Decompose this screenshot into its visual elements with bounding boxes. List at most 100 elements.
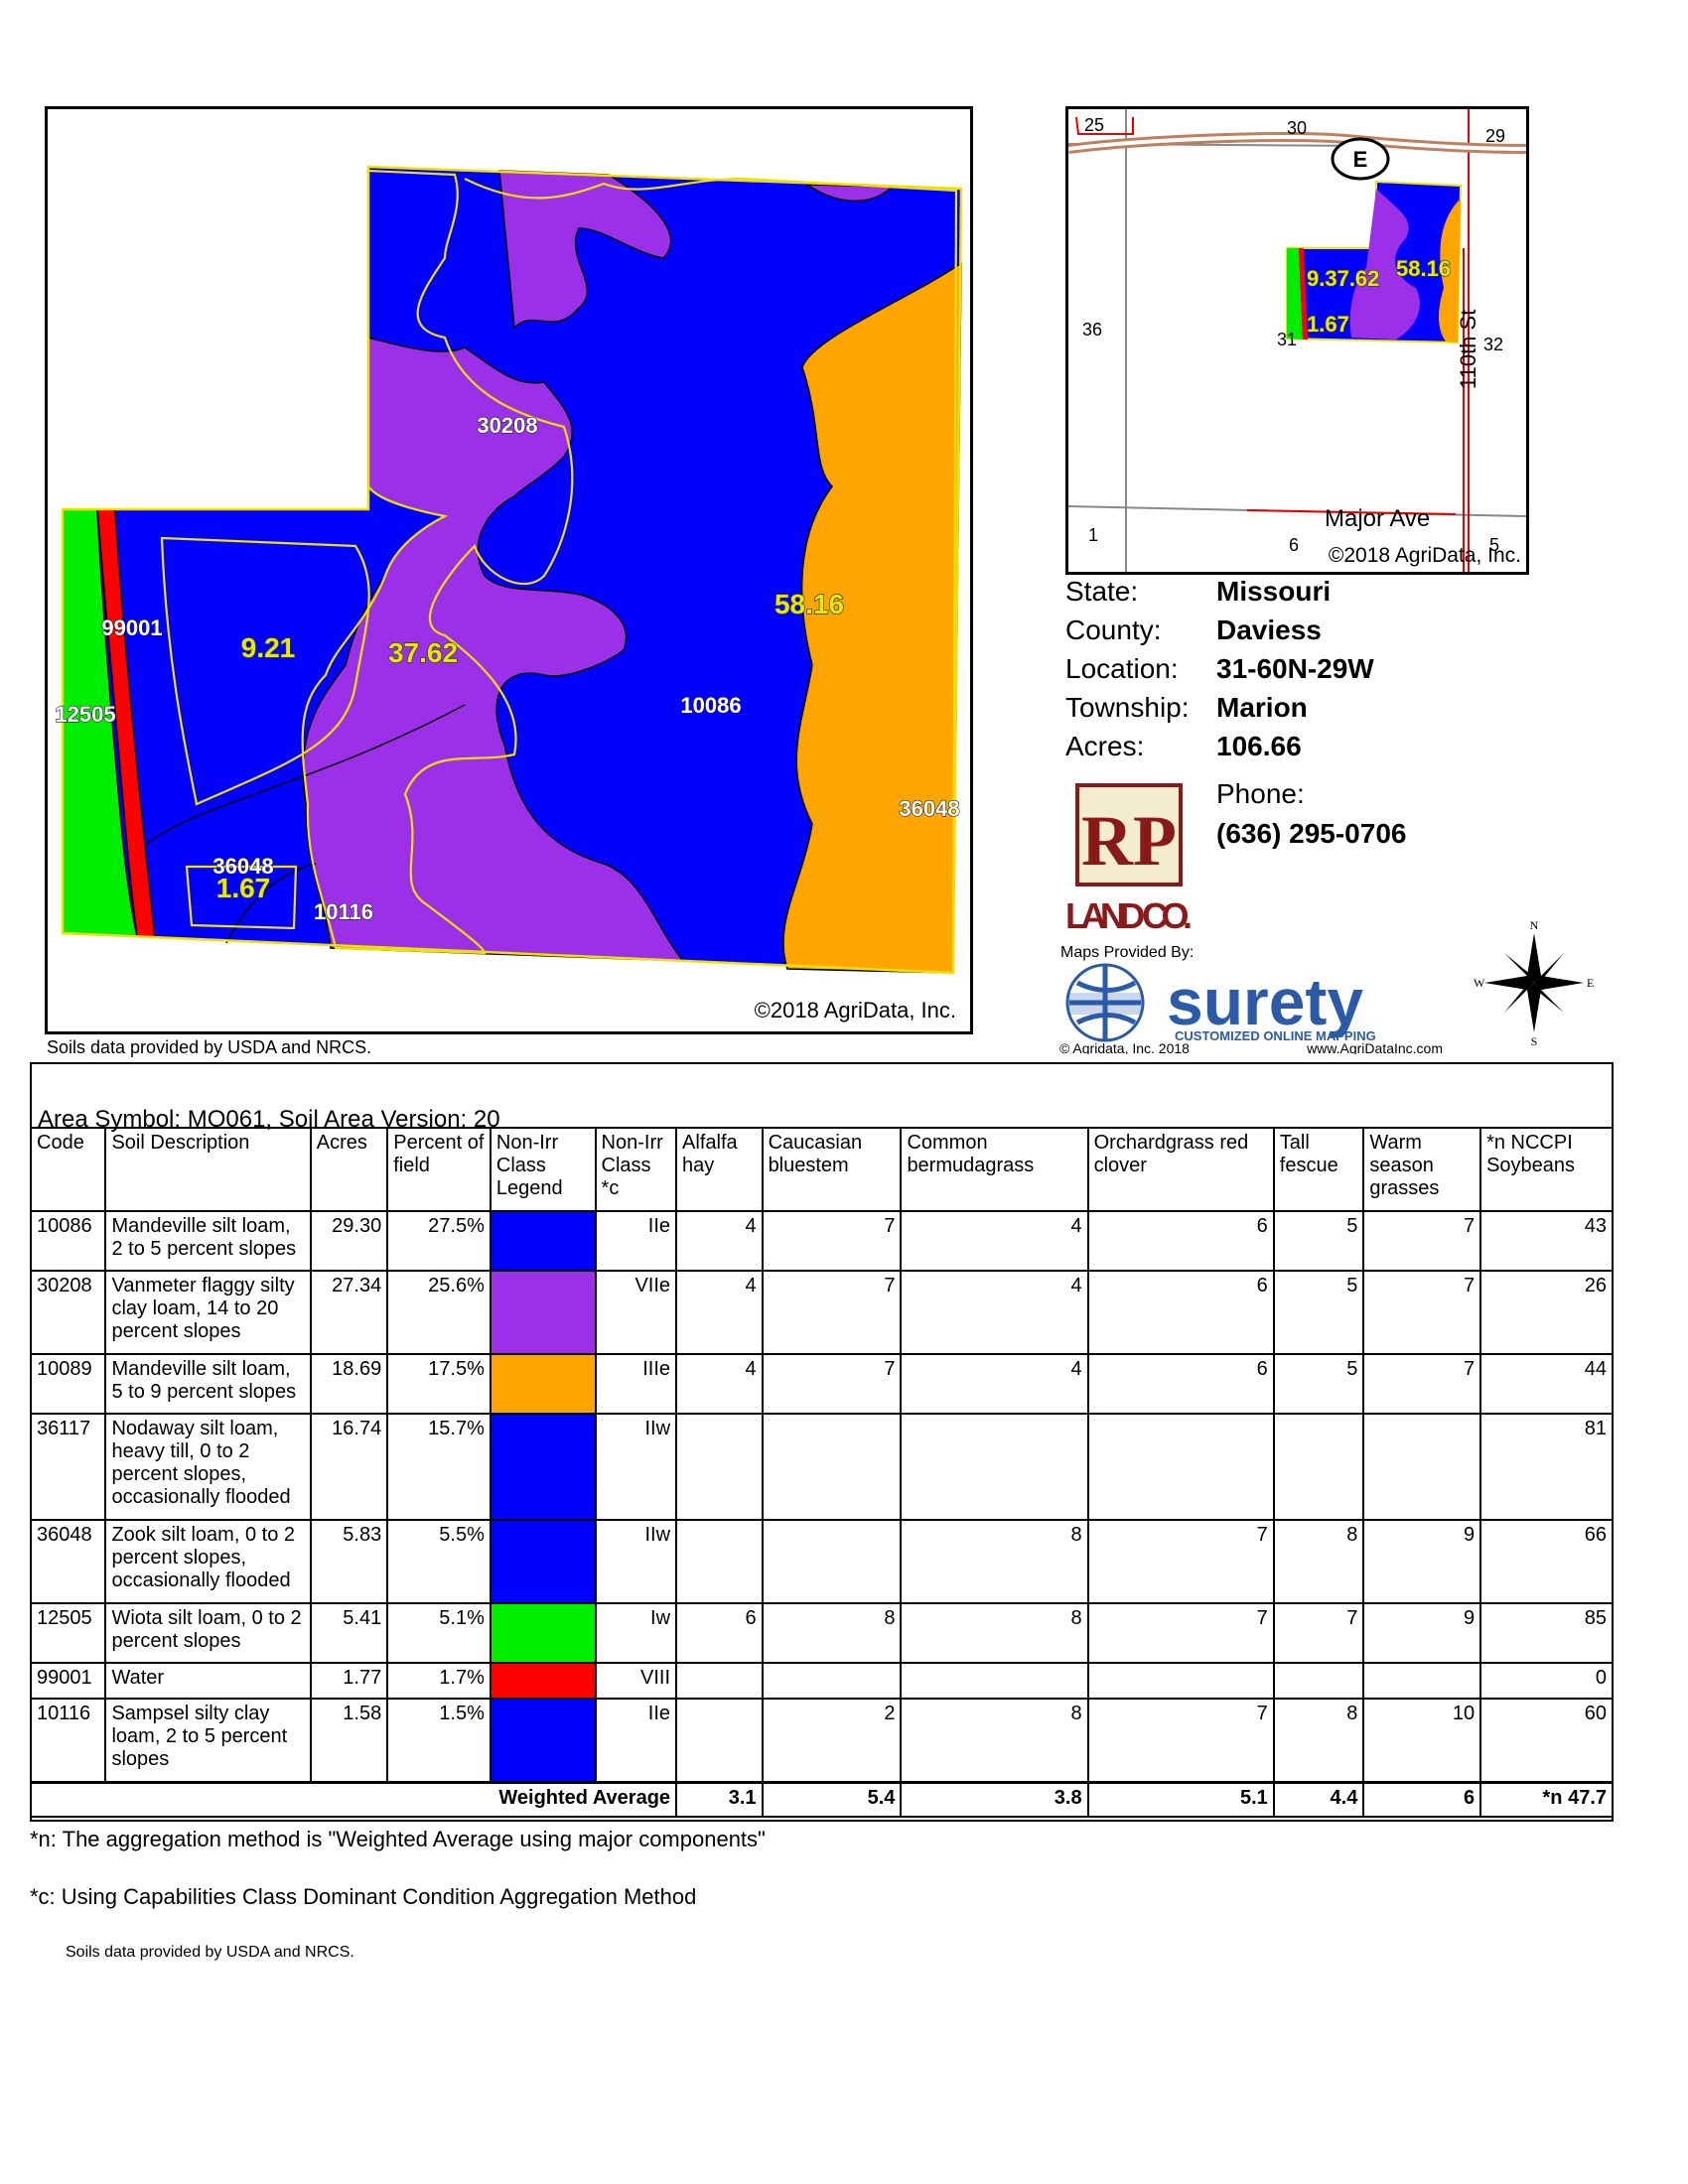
col-header: Warm season grasses [1362, 1127, 1482, 1212]
table-cell-code: 36048 [29, 1519, 107, 1604]
table-row: 99001 Water 1.77 1.7% VIII 0 [29, 1662, 1614, 1700]
table-cell-warm: 7 [1362, 1270, 1482, 1355]
table-cell-caucasian: 7 [761, 1210, 903, 1272]
field-boundary-1-67 [185, 865, 298, 930]
weighted-average-caucasian: 5.4 [761, 1781, 903, 1818]
inset-acre-label: 1.67 [1307, 312, 1349, 337]
inset-locator-map: E 25 30 29 36 31 32 1 6 5 9.37.62 58.16 … [1065, 106, 1529, 575]
table-cell-orchard: 7 [1086, 1519, 1275, 1604]
soil-map-canvas: 30208 99001 12505 10086 36048 36048 1011… [55, 165, 963, 1023]
table-cell-alfalfa: 4 [675, 1210, 764, 1272]
table-cell-warm: 10 [1362, 1698, 1482, 1784]
inset-field-green [1287, 248, 1303, 340]
soil-code-label: 36048 [899, 796, 959, 821]
agridata-url: www.AgriDataInc.com [1306, 1040, 1443, 1054]
county-value: Daviess [1216, 614, 1322, 645]
table-cell-code: 12505 [29, 1602, 107, 1664]
section-number: 25 [1084, 115, 1104, 135]
table-cell-desc: Zook silt loam, 0 to 2 percent slopes, o… [104, 1519, 312, 1604]
inset-field-purple [1349, 189, 1420, 340]
table-cell-bermuda: 8 [900, 1519, 1089, 1604]
table-cell-fescue: 7 [1272, 1602, 1365, 1664]
table-row: 36117 Nodaway silt loam, heavy till, 0 to… [29, 1413, 1614, 1521]
rp-logo-graphic: RP LAND CO. [1065, 783, 1193, 936]
table-cell-desc: Mandeville silt loam, 2 to 5 percent slo… [104, 1210, 312, 1272]
table-cell-code: 10089 [29, 1353, 107, 1415]
field-outer-boundary [61, 165, 963, 975]
inset-copyright: ©2018 AgriData, Inc. [1329, 544, 1521, 567]
table-cell-nccpi: 43 [1479, 1210, 1614, 1272]
table-cell-pct: 5.5% [386, 1519, 492, 1604]
table-cell-code: 30208 [29, 1270, 107, 1355]
table-cell-warm [1362, 1662, 1482, 1700]
route-shield [1331, 137, 1390, 181]
section-number: 5 [1489, 535, 1499, 555]
table-cell-acres: 18.69 [309, 1353, 389, 1415]
road-label-110th-st: 110th St [1456, 310, 1480, 389]
acre-label: 58.16 [774, 589, 844, 619]
table-cell-warm [1362, 1413, 1482, 1521]
class-legend-swatch [489, 1662, 597, 1700]
acres-label: Acres: [1065, 731, 1145, 761]
table-cell-orchard: 6 [1086, 1353, 1275, 1415]
table-cell-cls: IIe [594, 1698, 678, 1784]
footnote-credit: Soils data provided by USDA and NRCS. [66, 1944, 354, 1961]
table-cell-pct: 1.7% [386, 1662, 492, 1700]
surety-logo-graphic: surety CUSTOMIZED ONLINE MAPPING © Agrid… [1059, 963, 1443, 1056]
table-cell-orchard: 7 [1086, 1698, 1275, 1784]
compass-s: S [1531, 1034, 1538, 1047]
col-header: Percent of field [386, 1127, 492, 1212]
table-cell-alfalfa: 6 [675, 1602, 764, 1664]
acre-label: 37.62 [388, 637, 458, 668]
table-cell-orchard: 7 [1086, 1602, 1275, 1664]
weighted-average-fescue: 4.4 [1272, 1781, 1365, 1818]
table-cell-desc: Water [104, 1662, 312, 1700]
state-label: State: [1065, 576, 1139, 607]
soil-area-purple-top [498, 170, 672, 330]
col-header: Non-Irr Class Legend [489, 1127, 597, 1212]
inset-acre-label: 58.16 [1396, 256, 1451, 281]
table-cell-orchard: 6 [1086, 1270, 1275, 1355]
table-cell-acres: 1.58 [309, 1698, 389, 1784]
soil-area-purple-topright [804, 184, 894, 203]
inset-acre-label: 9.37.62 [1307, 266, 1379, 291]
table-cell-cls: IIw [594, 1413, 678, 1521]
rp-logo-letters: RP [1081, 801, 1177, 881]
table-cell-pct: 25.6% [386, 1270, 492, 1355]
soil-boundary-line [225, 863, 317, 944]
table-cell-fescue: 5 [1272, 1353, 1365, 1415]
col-header: Soil Description [104, 1127, 312, 1212]
weighted-average-warm: 6 [1362, 1781, 1482, 1818]
maps-provided-by: Maps Provided By: [1060, 944, 1195, 961]
class-legend-swatch [489, 1353, 597, 1415]
col-header: Caucasian bluestem [761, 1127, 903, 1212]
table-cell-fescue: 8 [1272, 1519, 1365, 1604]
table-row: 10116 Sampsel silty clay loam, 2 to 5 per… [29, 1698, 1614, 1784]
table-cell-bermuda: 4 [900, 1270, 1089, 1355]
agridata-copyright: © Agridata, Inc. 2018 [1059, 1040, 1190, 1054]
table-cell-fescue: 5 [1272, 1270, 1365, 1355]
table-cell-cls: IIIe [594, 1353, 678, 1415]
acres-value: 106.66 [1216, 731, 1302, 761]
inset-map-canvas: E 25 30 29 36 31 32 1 6 5 9.37.62 58.16 … [1068, 109, 1526, 572]
table-cell-caucasian: 7 [761, 1270, 903, 1355]
table-cell-warm: 7 [1362, 1210, 1482, 1272]
state-value: Missouri [1216, 576, 1332, 607]
weighted-average-label: Weighted Average [490, 1781, 678, 1818]
section-number: 31 [1277, 330, 1297, 349]
class-legend-swatch [489, 1210, 597, 1272]
table-cell-bermuda: 8 [900, 1602, 1089, 1664]
table-cell-acres: 1.77 [309, 1662, 389, 1700]
surety-logo: surety CUSTOMIZED ONLINE MAPPING © Agrid… [1057, 963, 1455, 1056]
table-cell-fescue: 8 [1272, 1698, 1365, 1784]
table-cell-pct: 15.7% [386, 1413, 492, 1521]
table-cell-acres: 5.83 [309, 1519, 389, 1604]
table-row: 10089 Mandeville silt loam, 5 to 9 percen… [29, 1353, 1614, 1415]
soil-code-label: 10116 [314, 899, 373, 924]
soil-area-orange [782, 261, 962, 974]
phone-label: Phone: [1216, 778, 1305, 809]
section-number: 1 [1088, 525, 1098, 545]
avg-blank [30, 1781, 491, 1818]
inset-field-orange [1439, 199, 1461, 342]
table-cell-desc: Nodaway silt loam, heavy till, 0 to 2 pe… [104, 1413, 312, 1521]
